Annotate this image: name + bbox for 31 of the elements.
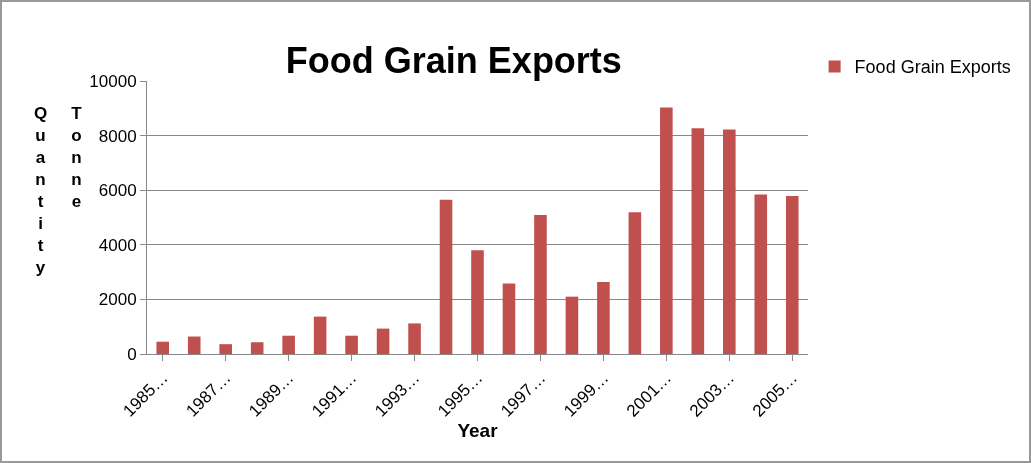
- bar: [691, 128, 705, 354]
- bar: [754, 194, 768, 354]
- bar: [565, 296, 579, 354]
- x-axis-title: Year: [457, 420, 499, 442]
- y-tick-label: 4000: [98, 235, 137, 255]
- bar: [597, 281, 610, 354]
- y-tick-label: 0: [127, 344, 137, 364]
- bar: [534, 215, 547, 354]
- legend-label: Food Grain Exports: [854, 57, 1011, 78]
- bar: [156, 341, 170, 354]
- bar: [785, 195, 799, 354]
- bar: [439, 199, 453, 354]
- bar: [282, 335, 295, 354]
- bar: [376, 328, 390, 354]
- y-tick-label: 10000: [89, 71, 137, 91]
- bar: [187, 336, 201, 354]
- bar: [723, 129, 736, 354]
- bar: [471, 250, 484, 354]
- bar: [313, 316, 327, 354]
- y-tick-label: 6000: [98, 181, 137, 201]
- y-tick-label: 8000: [98, 126, 137, 146]
- bar: [408, 323, 421, 354]
- bar: [250, 342, 264, 354]
- bar: [345, 335, 358, 354]
- bar: [660, 107, 673, 354]
- bar: [502, 283, 516, 354]
- chart-title: Food Grain Exports: [285, 40, 622, 82]
- y-tick-label: 2000: [98, 290, 137, 310]
- bar: [219, 344, 232, 354]
- y-axis-title: Quantity Tonne: [30, 104, 87, 282]
- bar: [628, 212, 642, 354]
